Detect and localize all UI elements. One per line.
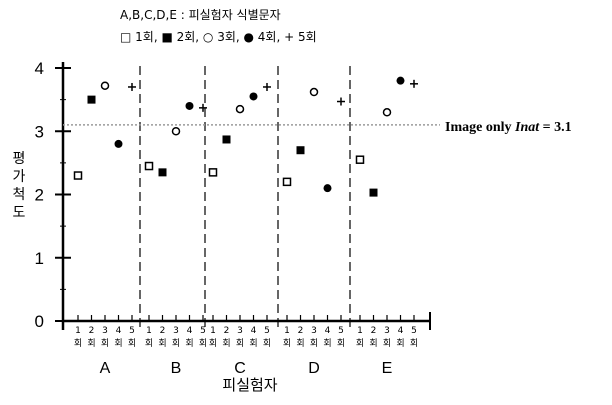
y-tick-label: 3 [35, 122, 44, 141]
data-point-trial-2 [369, 188, 378, 197]
trial-number-label: 4 [251, 326, 257, 336]
trial-number-label: 5 [200, 326, 206, 336]
trial-number-label: 1 [284, 326, 290, 336]
trial-suffix-label: 회 [396, 338, 404, 349]
trial-suffix-label: 회 [249, 338, 257, 349]
trial-suffix-label: 회 [410, 338, 418, 349]
trial-number-label: 3 [384, 326, 390, 336]
trial-suffix-label: 회 [158, 338, 166, 349]
trial-number-label: 4 [187, 326, 193, 336]
data-point-trial-5 [128, 82, 136, 91]
trial-number-label: 2 [160, 326, 166, 336]
trial-suffix-label: 회 [369, 338, 377, 349]
trial-suffix-label: 회 [356, 338, 364, 349]
subject-label: B [171, 360, 182, 377]
data-point-trial-5 [337, 97, 345, 106]
data-point-trial-5 [410, 79, 418, 88]
data-point-trial-5 [199, 103, 207, 112]
data-point-trial-2 [158, 168, 167, 177]
trial-number-label: 4 [116, 326, 122, 336]
subject-label: C [234, 360, 246, 377]
legend-markers: □ 1회, ■ 2회, ○ 3회, ● 4회, + 5회 [120, 30, 317, 44]
trial-number-label: 1 [357, 326, 363, 336]
data-point-trial-5 [263, 82, 271, 91]
trial-number-label: 1 [75, 326, 81, 336]
data-point-trial-1 [208, 168, 218, 177]
data-point-trial-1 [73, 171, 83, 180]
data-point-trial-1 [282, 177, 292, 187]
trial-suffix-label: 회 [236, 338, 244, 349]
trial-suffix-label: 회 [323, 338, 331, 349]
data-point-trial-2 [222, 135, 231, 144]
data-point-trial-2 [87, 95, 96, 104]
reference-line-label: Image only Inat = 3.1 [445, 120, 572, 135]
data-point-trial-4 [396, 76, 405, 85]
trial-number-label: 1 [210, 326, 216, 336]
trial-suffix-label: 회 [172, 338, 180, 349]
trial-number-label: 2 [371, 326, 377, 336]
data-point-trial-3 [171, 127, 181, 136]
trial-suffix-label: 회 [185, 338, 193, 349]
trial-suffix-label: 회 [87, 338, 95, 349]
data-point-trial-3 [382, 108, 392, 117]
trial-suffix-label: 회 [383, 338, 391, 349]
subject-label: E [382, 360, 393, 377]
trial-number-label: 2 [89, 326, 95, 336]
trial-number-label: 2 [224, 326, 230, 336]
trial-number-label: 3 [102, 326, 108, 336]
trial-suffix-label: 회 [101, 338, 109, 349]
y-tick-label: 1 [35, 249, 44, 268]
trial-number-label: 2 [298, 326, 304, 336]
data-point-trial-1 [355, 155, 365, 164]
data-point-trial-4 [249, 92, 258, 101]
y-tick-label: 2 [35, 186, 44, 205]
data-point-trial-4 [185, 101, 194, 110]
trial-suffix-label: 회 [74, 338, 82, 349]
trial-number-label: 4 [325, 326, 331, 336]
trial-suffix-label: 회 [209, 338, 217, 349]
data-point-trial-1 [144, 161, 154, 171]
trial-number-label: 5 [129, 326, 135, 336]
trial-number-label: 4 [398, 326, 404, 336]
plot-area: 012341회2회3회4회5회A1회2회3회4회5회B1회2회3회4회5회C1회… [35, 59, 440, 377]
subject-label: A [100, 360, 111, 377]
trial-number-label: 5 [264, 326, 270, 336]
y-tick-label: 4 [35, 59, 44, 78]
y-tick-label: 0 [35, 312, 44, 331]
trial-suffix-label: 회 [222, 338, 230, 349]
trial-suffix-label: 회 [114, 338, 122, 349]
trial-number-label: 3 [311, 326, 317, 336]
trial-suffix-label: 회 [283, 338, 291, 349]
trial-number-label: 1 [146, 326, 152, 336]
trial-suffix-label: 회 [145, 338, 153, 349]
trial-number-label: 3 [173, 326, 179, 336]
data-point-trial-2 [296, 146, 305, 155]
trial-number-label: 5 [338, 326, 344, 336]
trial-suffix-label: 회 [337, 338, 345, 349]
trial-suffix-label: 회 [263, 338, 271, 349]
data-point-trial-3 [235, 104, 245, 114]
trial-number-label: 5 [411, 326, 417, 336]
data-point-trial-4 [114, 139, 123, 148]
trial-number-label: 3 [237, 326, 243, 336]
data-point-trial-3 [309, 87, 319, 97]
trial-suffix-label: 회 [296, 338, 304, 349]
legend-title: A,B,C,D,E : 피실험자 식별문자 [120, 8, 281, 22]
data-point-trial-3 [100, 81, 110, 90]
x-axis-title: 피실험자 [222, 376, 277, 394]
trial-suffix-label: 회 [199, 338, 207, 349]
trial-suffix-label: 회 [128, 338, 136, 349]
subject-label: D [308, 360, 320, 377]
data-point-trial-4 [323, 184, 332, 193]
trial-suffix-label: 회 [310, 338, 318, 349]
